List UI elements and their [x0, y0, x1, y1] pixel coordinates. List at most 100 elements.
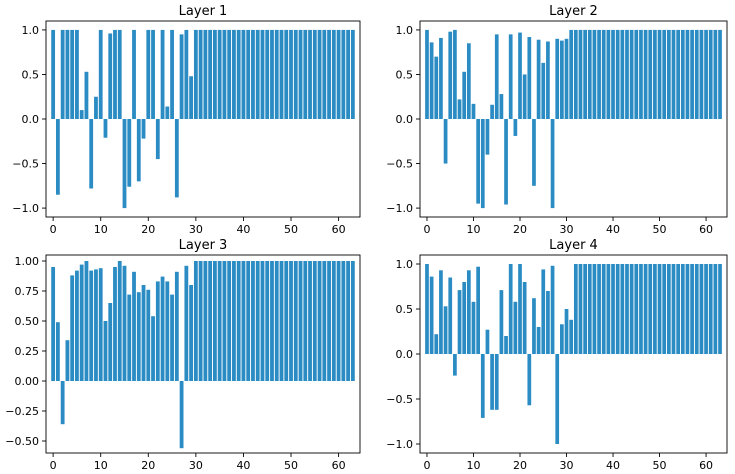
bar	[274, 29, 279, 119]
bar	[203, 261, 208, 381]
bar	[317, 261, 322, 381]
bar	[685, 264, 690, 354]
bar	[322, 29, 327, 119]
bar	[255, 29, 260, 119]
bar	[625, 264, 629, 354]
bar	[629, 264, 634, 354]
bar	[527, 37, 532, 119]
bar	[51, 267, 56, 381]
bar	[606, 264, 611, 354]
bar	[615, 29, 620, 119]
y-tick-label: −1.0	[12, 202, 39, 215]
x-tick-label: 50	[284, 459, 298, 472]
bar	[611, 264, 615, 354]
bar	[346, 261, 351, 381]
y-tick-label: 0.50	[15, 315, 40, 328]
y-axis-ticks: −0.50 −0.25 0.00 0.25 0.50 0.75 1.00	[5, 255, 46, 448]
bar	[303, 29, 308, 119]
bar	[289, 261, 293, 381]
bar	[639, 29, 643, 119]
bar	[573, 29, 578, 119]
x-tick-label: 40	[236, 223, 250, 236]
bar	[541, 269, 546, 354]
bar	[597, 29, 601, 119]
bar	[279, 261, 284, 381]
bar	[165, 106, 170, 119]
y-tick-label: 0.75	[15, 285, 40, 298]
bar	[217, 261, 222, 381]
bar	[597, 264, 601, 354]
y-tick-label: 0.0	[22, 113, 40, 126]
bar	[718, 264, 722, 354]
bar	[634, 29, 639, 119]
bar	[699, 264, 704, 354]
bar	[141, 285, 146, 381]
bar	[346, 29, 351, 119]
bar	[146, 289, 151, 381]
y-tick-label: 0.0	[396, 113, 414, 126]
y-axis-ticks: −1.0 −0.5 0.0 0.5 1.0	[386, 258, 420, 451]
bar	[151, 29, 155, 119]
bar	[60, 29, 65, 119]
y-tick-label: 0.5	[396, 68, 414, 81]
bar	[490, 354, 494, 410]
bar	[601, 29, 606, 119]
bar	[317, 29, 322, 119]
bar	[236, 29, 241, 119]
bar	[704, 29, 708, 119]
x-tick-label: 50	[284, 223, 298, 236]
bar	[653, 29, 657, 119]
bar	[331, 261, 336, 381]
bar	[536, 327, 541, 354]
bar	[270, 261, 274, 381]
y-tick-label: −0.5	[386, 393, 413, 406]
x-tick-label: 60	[699, 459, 713, 472]
subplot-title: Layer 3	[179, 238, 228, 253]
bar	[653, 264, 657, 354]
bar	[694, 29, 699, 119]
bar	[108, 33, 113, 119]
bar	[476, 266, 480, 354]
bar	[350, 29, 355, 119]
y-tick-label: 1.0	[396, 24, 414, 37]
bar	[583, 29, 587, 119]
bar	[708, 29, 713, 119]
axes-frame	[419, 20, 728, 218]
bar	[179, 34, 184, 119]
x-axis-ticks: 0 10 20 30 40 50 60	[50, 217, 346, 236]
bar	[94, 96, 98, 119]
bar	[289, 29, 293, 119]
bar	[270, 29, 274, 119]
bar	[522, 74, 527, 119]
bar	[620, 29, 625, 119]
bar	[260, 261, 265, 381]
x-tick-label: 60	[332, 223, 346, 236]
bar	[165, 281, 170, 381]
bar	[284, 261, 289, 381]
bar	[471, 103, 476, 119]
bar	[522, 282, 527, 354]
bar	[504, 119, 508, 205]
bar	[704, 264, 708, 354]
y-tick-label: 0.5	[22, 68, 40, 81]
bar	[699, 29, 704, 119]
bar	[208, 29, 213, 119]
bar	[643, 264, 648, 354]
bar	[251, 261, 255, 381]
bar	[308, 261, 312, 381]
y-tick-label: 0.00	[15, 375, 40, 388]
bar	[708, 264, 713, 354]
bar	[462, 71, 467, 119]
bar	[108, 303, 113, 381]
bar	[212, 29, 217, 119]
bar	[601, 264, 606, 354]
bar	[293, 29, 298, 119]
bar	[246, 261, 251, 381]
axes-frame	[419, 254, 728, 454]
bar	[75, 29, 79, 119]
bar	[179, 381, 184, 449]
x-tick-label: 20	[141, 223, 155, 236]
bar	[55, 322, 60, 381]
bar	[79, 110, 84, 119]
bar	[117, 29, 122, 119]
